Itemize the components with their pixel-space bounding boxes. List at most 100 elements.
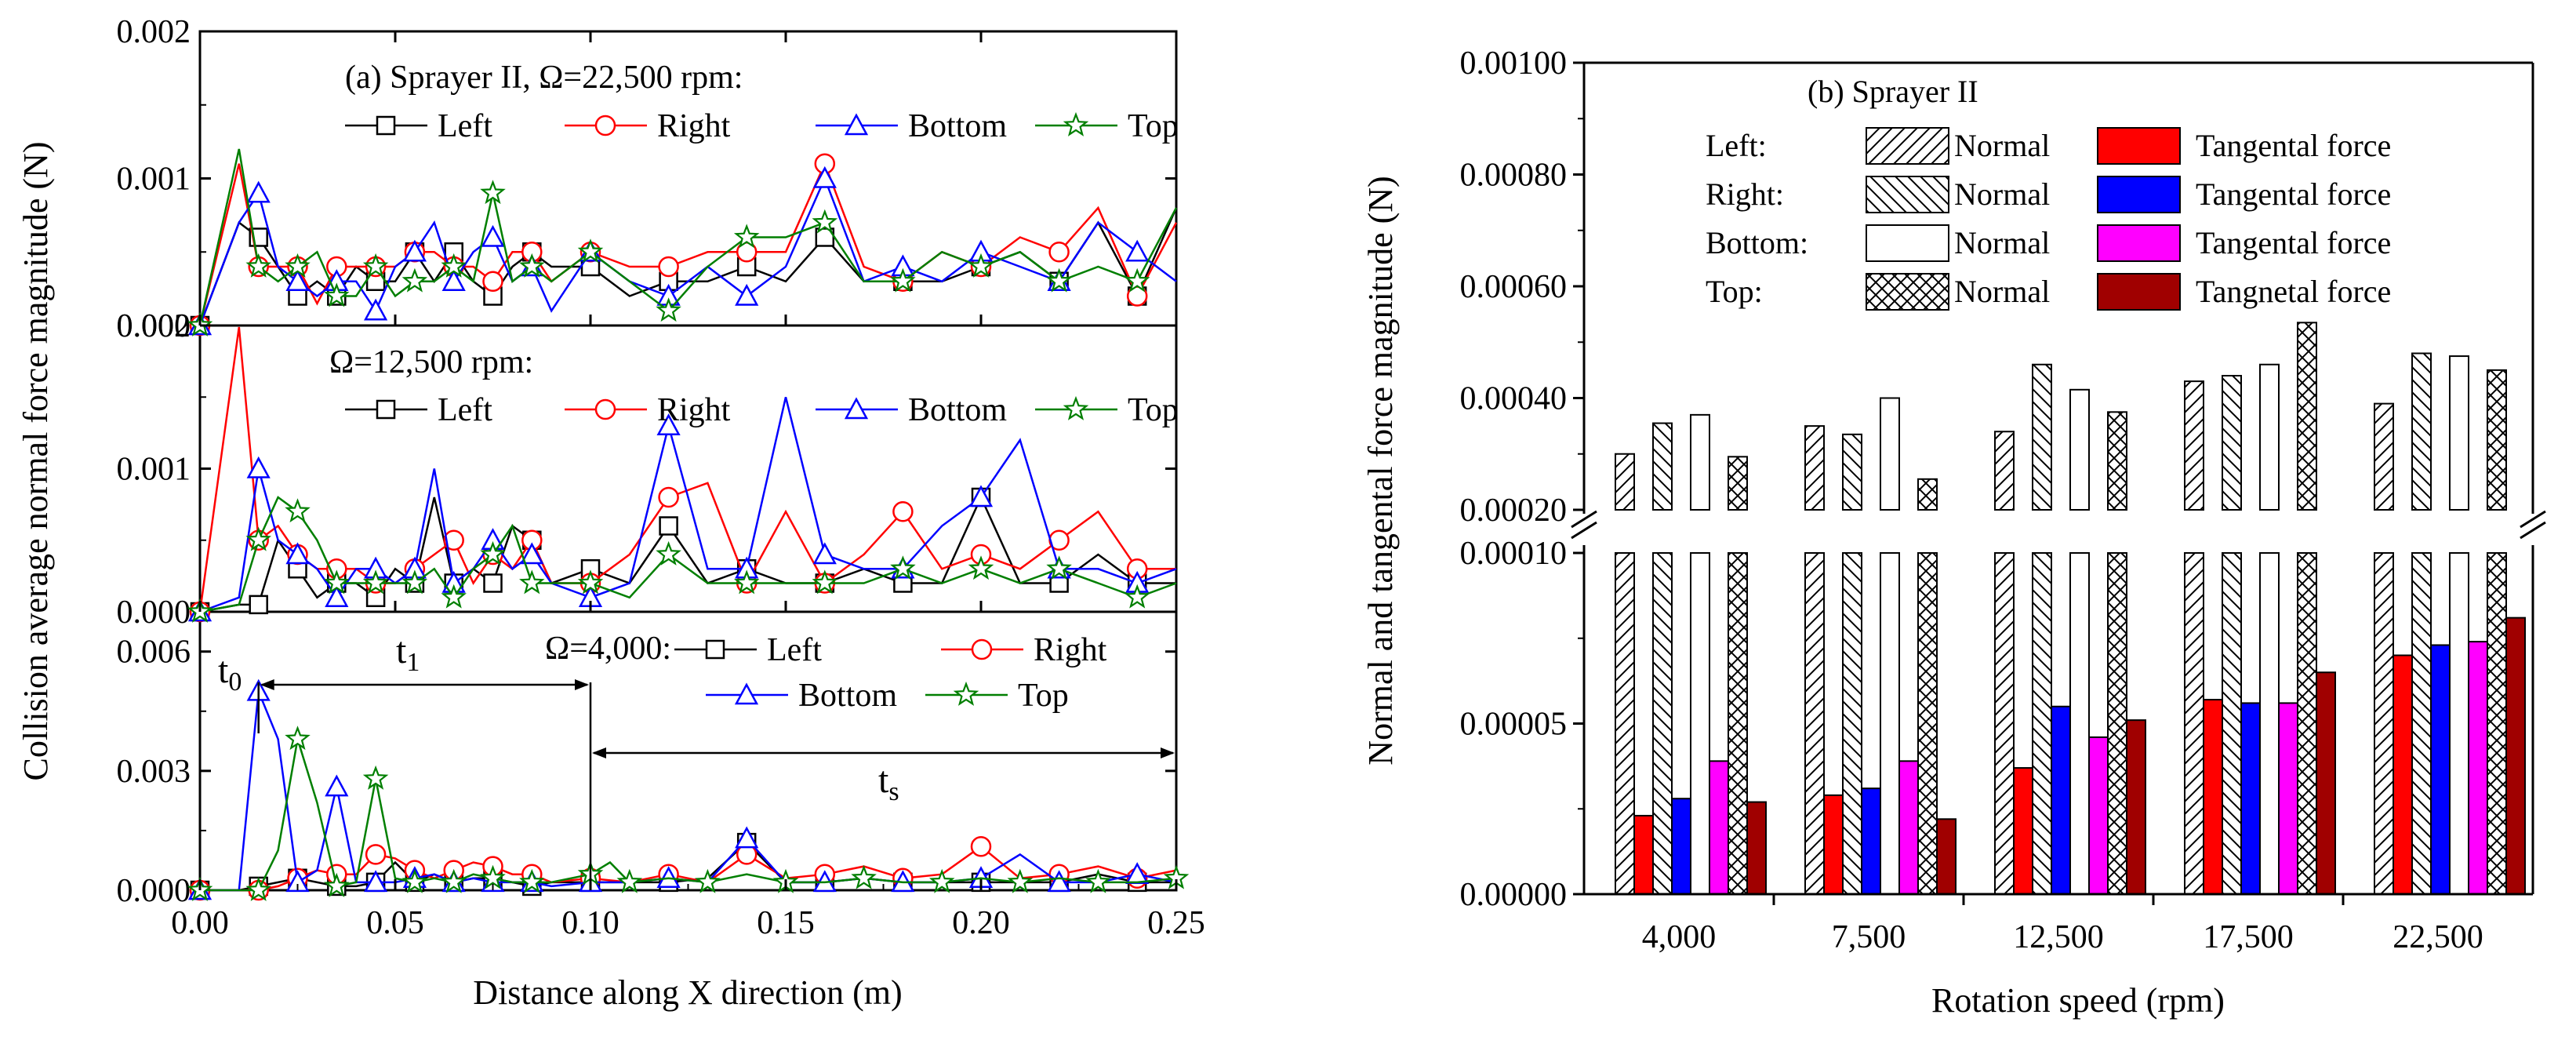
data-point-top <box>1046 555 1072 580</box>
bar-normal-right-upper <box>2222 375 2242 511</box>
legend-row-label: Top: <box>1706 274 1763 309</box>
bar-tangential-bottom <box>2088 736 2109 896</box>
bar-normal-left-lower <box>2374 552 2394 895</box>
bar-normal-bottom-lower <box>1880 552 1900 895</box>
data-point-top <box>324 569 350 595</box>
panel-3-title: Ω=4,000: <box>545 631 671 667</box>
t0-label: t0 <box>218 649 242 696</box>
legend-marker-right <box>594 398 616 420</box>
bar-tangential-top <box>2505 616 2526 896</box>
series-top-panel-2 <box>187 496 1177 623</box>
legend-label-bottom: Bottom <box>798 678 897 714</box>
legend-label-left: Left <box>438 108 492 144</box>
bar-normal-left-lower <box>1615 552 1635 895</box>
panel-3: 0.000 0.003 0.006 <box>117 635 1190 909</box>
bar-tangential-left <box>2203 699 2223 895</box>
bar-normal-left-lower <box>2184 552 2204 895</box>
data-point-bottom <box>246 180 271 203</box>
data-point-right <box>443 529 464 551</box>
y-tick-label: 0.001 <box>117 452 191 488</box>
bar-normal-top-lower <box>1917 552 1938 895</box>
data-point-bottom <box>735 283 759 306</box>
legend-b: Left: Normal Tangental force Right: Normal Ta… <box>1706 127 2391 311</box>
data-point-top <box>441 253 467 278</box>
y-tick-label-lower: 0.00010 <box>1460 536 1568 572</box>
data-point-top <box>1007 868 1034 893</box>
panel-1-title: (a) Sprayer II, Ω=22,500 rpm: <box>345 60 743 96</box>
panel-2: 0.000 0.001 0.002 <box>117 308 1177 631</box>
data-point-bottom <box>656 413 681 435</box>
bar-normal-right-upper <box>1652 422 1673 511</box>
data-point-top <box>245 253 271 278</box>
legend-marker-bottom <box>844 397 869 420</box>
legend-tangential-label: Tangental force <box>2196 128 2391 163</box>
bar-tangential-top <box>1746 801 1767 895</box>
bar-normal-right-lower <box>2032 552 2052 895</box>
data-point-top <box>323 872 350 897</box>
legend-label-right: Right <box>1034 632 1107 668</box>
bar-tangential-top <box>2126 719 2146 896</box>
legend-row-label: Right: <box>1706 176 1784 212</box>
data-point-left <box>249 595 268 615</box>
y-tick-label-lower: 0.00000 <box>1460 877 1568 913</box>
bar-tangential-bottom <box>1898 760 1919 895</box>
bar-tangential-left <box>2393 654 2413 895</box>
data-point-right <box>892 501 914 522</box>
legend-row-label: Left: <box>1706 128 1767 163</box>
data-point-bottom <box>285 542 310 565</box>
legend-marker-top <box>953 681 979 706</box>
x-tick-label: 0.25 <box>1147 905 1205 941</box>
legend-label-top: Top <box>1128 392 1179 428</box>
data-point-right <box>970 835 992 857</box>
data-point-right <box>482 271 503 292</box>
y-tick-label-upper: 0.00080 <box>1460 158 1568 194</box>
legend-row-label: Bottom: <box>1706 225 1808 260</box>
axes-b: 4,000 7,500 12,500 17,500 22,500 0.00020 0.000… <box>1460 45 2546 955</box>
series-bottom-panel-1 <box>187 165 1177 336</box>
data-point-top <box>519 569 545 595</box>
legend-panel-3: Left Right Bottom Top <box>674 632 1107 714</box>
legend-marker-right <box>971 638 993 660</box>
line-chart-a: 0.0000.0010.0020.0000.0010.0020.0000.003… <box>16 14 1205 1012</box>
y-tick-label-upper: 0.00100 <box>1460 45 1568 82</box>
bar-tangential-bottom <box>1709 760 1729 895</box>
legend-tangential-label: Tangnetal force <box>2196 274 2391 309</box>
data-point-top <box>851 864 877 889</box>
y-tick-label-upper: 0.00060 <box>1460 269 1568 305</box>
data-point-top <box>441 868 467 893</box>
plot-frame-a <box>198 30 1178 892</box>
bar-normal-left-upper <box>1994 431 2015 511</box>
y-axis-label-b: Normal and tangental force magnitude (N) <box>1361 176 1400 765</box>
data-point-top <box>1085 868 1111 893</box>
legend-label-top: Top <box>1018 678 1069 714</box>
bar-normal-bottom-lower <box>2069 552 2090 895</box>
y-tick-label: 0.000 <box>117 873 191 909</box>
y-tick-label-lower: 0.00005 <box>1460 707 1568 743</box>
legend-marker-left <box>376 399 396 420</box>
data-point-top <box>519 253 545 278</box>
bar-normal-top-upper <box>2297 322 2317 511</box>
data-point-top <box>401 569 428 595</box>
bar-normal-bottom-upper <box>2449 355 2469 511</box>
data-point-right <box>658 486 679 508</box>
x-tick-label: 17,500 <box>2203 919 2294 955</box>
data-point-right <box>658 256 679 278</box>
data-point-bottom <box>285 269 310 291</box>
bar-tangential-top <box>2316 671 2336 895</box>
data-point-top <box>480 864 506 889</box>
bar-normal-top-lower <box>2487 552 2507 895</box>
data-point-top <box>362 569 389 595</box>
series-line-bottom <box>200 690 1177 892</box>
y-tick-label-upper: 0.00020 <box>1460 493 1568 529</box>
x-tick-label: 0.20 <box>952 905 1010 941</box>
bar-tangential-left <box>1823 794 1844 895</box>
bar-normal-top-upper <box>2487 369 2507 511</box>
series-line-top <box>198 148 1178 326</box>
data-point-top <box>245 876 271 901</box>
legend-tangential-swatch-top <box>2097 273 2181 311</box>
data-point-top <box>519 868 545 893</box>
bar-normal-left-upper <box>2374 402 2394 511</box>
bar-tangential-left <box>2013 767 2033 895</box>
data-point-top <box>1046 267 1072 293</box>
